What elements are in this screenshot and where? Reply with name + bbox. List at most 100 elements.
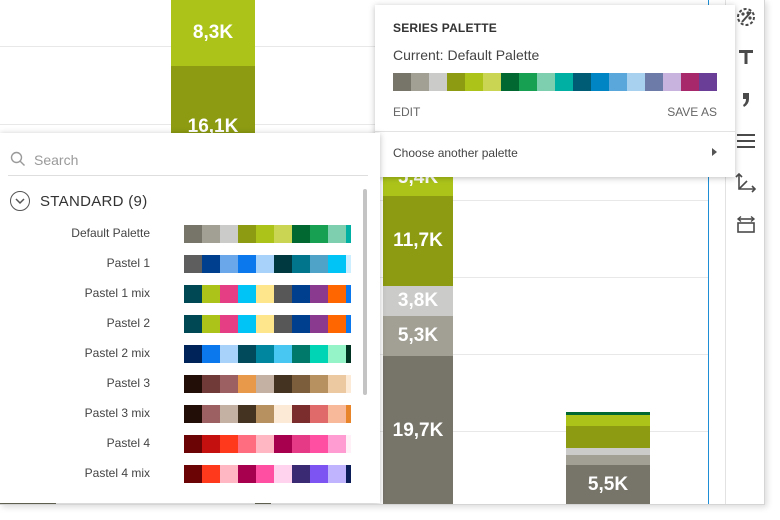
bar-segment[interactable] (566, 455, 650, 465)
divider (375, 131, 735, 132)
color-swatch (346, 435, 351, 453)
bar-segment[interactable] (566, 448, 650, 455)
palette-swatches (184, 285, 351, 303)
color-swatch (184, 225, 202, 243)
color-swatch (292, 315, 310, 333)
color-swatch (310, 255, 328, 273)
data-label: 19,7K (392, 420, 444, 441)
color-swatch (220, 405, 238, 423)
palette-swatches (184, 225, 351, 243)
color-swatch (663, 73, 681, 91)
scrollbar-thumb[interactable] (363, 189, 367, 395)
group-label: STANDARD (9) (40, 192, 148, 210)
color-swatch (310, 285, 328, 303)
resize-icon[interactable] (726, 208, 764, 242)
color-swatch (328, 435, 346, 453)
color-swatch (220, 345, 238, 363)
color-swatch (292, 225, 310, 243)
lines-icon[interactable] (726, 124, 764, 158)
bar-segment[interactable]: 5,3K (383, 316, 453, 356)
current-palette-label: Current: Default Palette (393, 47, 540, 63)
color-swatch (238, 435, 256, 453)
color-swatch (292, 375, 310, 393)
color-swatch (292, 405, 310, 423)
palette-row[interactable]: Pastel 1 (0, 249, 358, 279)
color-swatch (555, 73, 573, 91)
data-label: 5,3K (397, 325, 439, 346)
color-swatch (256, 375, 274, 393)
color-swatch (573, 73, 591, 91)
color-swatch (346, 405, 351, 423)
palette-row[interactable]: Pastel 4 (0, 429, 358, 459)
group-header-standard[interactable]: STANDARD (9) (10, 189, 148, 213)
gridline (0, 124, 708, 125)
palette-name: Pastel 4 (106, 436, 150, 450)
chevron-down-icon[interactable] (10, 191, 30, 211)
bar-segment[interactable] (566, 412, 650, 415)
palette-name: Pastel 2 (106, 316, 150, 330)
bar-segment[interactable]: 8,3K (171, 0, 255, 66)
color-swatch (328, 225, 346, 243)
palette-name: Default Palette (71, 226, 150, 240)
palette-row[interactable]: Default Palette (0, 219, 358, 249)
color-swatch (238, 285, 256, 303)
palette-row[interactable]: Pastel 3 mix (0, 399, 358, 429)
color-swatch (310, 375, 328, 393)
palette-swatches (184, 255, 351, 273)
color-swatch (393, 73, 411, 91)
color-swatch (238, 225, 256, 243)
color-swatch (184, 255, 202, 273)
axes-icon[interactable] (726, 166, 764, 200)
color-swatch (274, 315, 292, 333)
color-swatch (645, 73, 663, 91)
color-swatch (328, 315, 346, 333)
color-swatch (202, 375, 220, 393)
text-icon[interactable] (726, 40, 764, 74)
color-swatch (328, 285, 346, 303)
color-swatch (310, 345, 328, 363)
palette-row[interactable]: Pastel 2 (0, 309, 358, 339)
palette-row[interactable]: Pastel 1 mix (0, 279, 358, 309)
comma-icon[interactable] (726, 82, 764, 116)
bar-segment[interactable]: 11,7K (383, 196, 453, 286)
color-swatch (292, 255, 310, 273)
color-swatch (274, 255, 292, 273)
color-swatch (256, 255, 274, 273)
color-swatch (202, 315, 220, 333)
color-swatch (411, 73, 429, 91)
data-label: 8,3K (192, 22, 234, 43)
palette-name: Pastel 4 mix (84, 466, 150, 480)
bar-segment[interactable] (566, 415, 650, 426)
bar-segment[interactable]: 19,7K (383, 356, 453, 504)
color-swatch (256, 285, 274, 303)
color-swatch (292, 345, 310, 363)
choose-another-palette-label: Choose another palette (393, 146, 518, 160)
color-swatch (202, 225, 220, 243)
palette-row[interactable]: Pastel 3 (0, 369, 358, 399)
bar-segment[interactable]: 5,5K (566, 465, 650, 504)
color-swatch (256, 435, 274, 453)
palette-row[interactable]: Pastel 4 mix (0, 459, 358, 489)
color-swatch (220, 465, 238, 483)
edit-button[interactable]: EDIT (393, 105, 421, 119)
palette-icon[interactable] (726, 0, 764, 34)
color-swatch (202, 285, 220, 303)
color-swatch (202, 435, 220, 453)
color-swatch (184, 405, 202, 423)
color-swatch (483, 73, 501, 91)
palette-swatches (184, 345, 351, 363)
color-swatch (537, 73, 555, 91)
color-swatch (328, 405, 346, 423)
search-input[interactable] (32, 149, 356, 171)
color-swatch (346, 315, 351, 333)
color-swatch (310, 465, 328, 483)
color-swatch (256, 465, 274, 483)
current-palette-swatches (393, 73, 717, 91)
palette-name: Pastel 3 (106, 376, 150, 390)
bar-segment[interactable] (566, 426, 650, 448)
choose-another-palette-item[interactable]: Choose another palette (375, 132, 735, 177)
bar-segment[interactable]: 3,8K (383, 286, 453, 316)
save-as-button[interactable]: SAVE AS (667, 105, 717, 119)
palette-row[interactable]: Pastel 2 mix (0, 339, 358, 369)
color-swatch (184, 345, 202, 363)
